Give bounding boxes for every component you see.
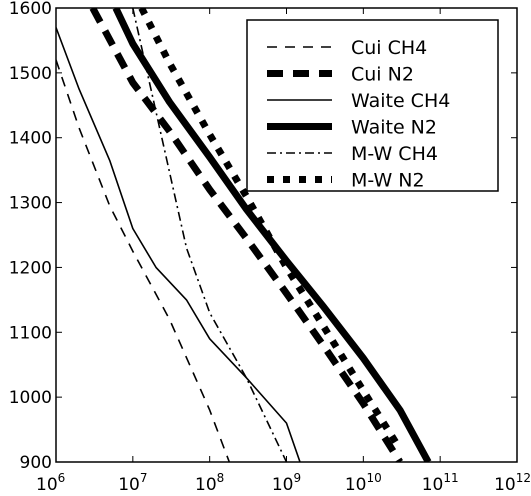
- legend: Cui CH4 Cui N2 Waite CH4 Waite N2 M-W CH4 M-W…: [246, 19, 499, 192]
- x-tick-label: 108: [195, 471, 224, 495]
- legend-frame: [246, 19, 499, 192]
- series-line-cui-ch4: [56, 59, 231, 462]
- legend-label-cui-n2: Cui N2: [351, 64, 414, 86]
- x-tick-label: 1011: [422, 471, 459, 495]
- y-tick-label: 1000: [9, 388, 52, 408]
- legend-label-waite-ch4: Waite CH4: [351, 90, 450, 112]
- series-lines: [56, 8, 432, 462]
- y-tick-label: 1500: [9, 64, 52, 84]
- x-tick-label: 1010: [345, 471, 382, 495]
- x-tick-label: 107: [118, 471, 147, 495]
- y-tick-label: 1600: [9, 0, 52, 19]
- series-line-waite-ch4: [56, 27, 301, 462]
- series-line-m-w-ch4: [132, 8, 288, 462]
- axis-ticks: 900 1000 1100 1200 1300 1400 1500 1600 106 107 108…: [9, 0, 531, 495]
- legend-label-m-w-ch4: M-W CH4: [351, 143, 438, 165]
- series-line-m-w-n2: [138, 8, 403, 451]
- x-tick-label: 1012: [494, 471, 531, 495]
- y-tick-label: 1300: [9, 194, 52, 214]
- legend-label-m-w-n2: M-W N2: [351, 170, 425, 192]
- y-tick-label: 1400: [9, 129, 52, 149]
- series-line-cui-n2: [89, 8, 403, 462]
- legend-label-cui-ch4: Cui CH4: [351, 37, 427, 59]
- y-tick-label: 900: [20, 453, 52, 473]
- x-tick-label: 109: [272, 471, 301, 495]
- x-tick-label: 106: [36, 471, 65, 495]
- y-tick-label: 1200: [9, 258, 52, 278]
- legend-label-waite-n2: Waite N2: [351, 117, 437, 139]
- y-tick-label: 1100: [9, 323, 52, 343]
